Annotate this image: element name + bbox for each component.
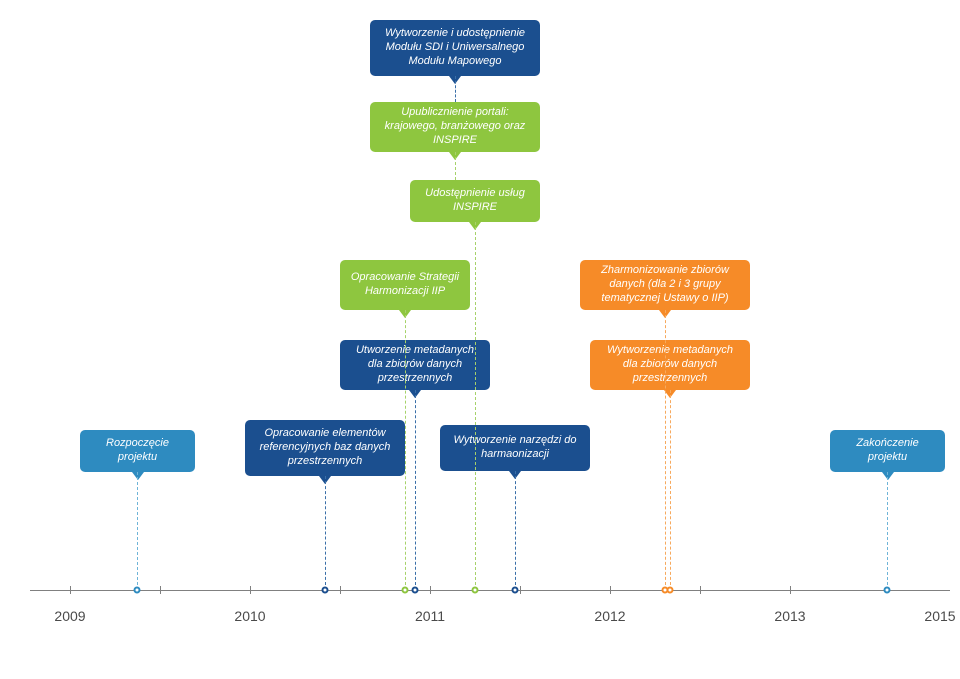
- box-harmonize-tools: Wytworzenie narzędzi do harmaonizacji: [440, 425, 590, 471]
- box-portals: Upublicznienie portali: krajowego, branż…: [370, 102, 540, 152]
- axis-tick: [430, 586, 431, 594]
- axis-tick: [790, 586, 791, 594]
- connector-line: [515, 471, 516, 590]
- axis-dot: [472, 587, 479, 594]
- connector-line: [405, 310, 406, 590]
- box-label: Opracowanie elementów referencyjnych baz…: [255, 427, 395, 468]
- year-label: 2009: [54, 608, 85, 624]
- axis-tick: [520, 586, 521, 594]
- box-label: Zakończenie projektu: [840, 437, 935, 465]
- connector-line: [665, 310, 666, 590]
- box-label: Upublicznienie portali: krajowego, branż…: [380, 106, 530, 147]
- box-module-sdi: Wytworzenie i udostępnienie Modułu SDI i…: [370, 20, 540, 76]
- axis-tick: [70, 586, 71, 594]
- box-label: Zharmonizowanie zbiorów danych (dla 2 i …: [590, 264, 740, 305]
- box-harmonize-data: Zharmonizowanie zbiorów danych (dla 2 i …: [580, 260, 750, 310]
- connector-line: [455, 76, 456, 102]
- year-label: 2012: [594, 608, 625, 624]
- axis-dot: [134, 587, 141, 594]
- box-label: Wytworzenie metadanych dla zbiorów danyc…: [600, 344, 740, 385]
- connector-line: [455, 152, 456, 180]
- year-label: 2010: [234, 608, 265, 624]
- box-label: Utworzenie metadanych dla zbiorów danych…: [350, 344, 480, 385]
- connector-line: [137, 472, 138, 590]
- connector-line: [325, 476, 326, 590]
- timeline-axis-dotted: [790, 590, 920, 591]
- axis-tick: [340, 586, 341, 594]
- connector-line: [887, 472, 888, 590]
- box-reference-db: Opracowanie elementów referencyjnych baz…: [245, 420, 405, 476]
- axis-dot: [412, 587, 419, 594]
- axis-tick: [160, 586, 161, 594]
- box-label: Wytworzenie narzędzi do harmaonizacji: [450, 434, 580, 462]
- year-label: 2013: [774, 608, 805, 624]
- year-label: 2015: [924, 608, 955, 624]
- box-label: Rozpoczęcie projektu: [90, 437, 185, 465]
- box-label: Opracowanie Strategii Harmonizacji IIP: [350, 271, 460, 299]
- axis-dot: [884, 587, 891, 594]
- axis-dot: [667, 587, 674, 594]
- box-label: Udostępnienie usług INSPIRE: [420, 187, 530, 215]
- axis-tick: [700, 586, 701, 594]
- axis-dot: [402, 587, 409, 594]
- box-strategy: Opracowanie Strategii Harmonizacji IIP: [340, 260, 470, 310]
- connector-line: [670, 390, 671, 590]
- axis-tick: [250, 586, 251, 594]
- axis-tick: [610, 586, 611, 594]
- axis-dot: [322, 587, 329, 594]
- box-inspire-services: Udostępnienie usług INSPIRE: [410, 180, 540, 222]
- box-project-end: Zakończenie projektu: [830, 430, 945, 472]
- timeline-canvas: Wytworzenie i udostępnienie Modułu SDI i…: [0, 0, 960, 679]
- connector-line: [475, 222, 476, 590]
- box-label: Wytworzenie i udostępnienie Modułu SDI i…: [380, 27, 530, 68]
- box-create-metadata: Utworzenie metadanych dla zbiorów danych…: [340, 340, 490, 390]
- year-label: 2011: [415, 608, 445, 624]
- connector-line: [415, 390, 416, 590]
- box-project-start: Rozpoczęcie projektu: [80, 430, 195, 472]
- box-produce-metadata: Wytworzenie metadanych dla zbiorów danyc…: [590, 340, 750, 390]
- axis-dot: [512, 587, 519, 594]
